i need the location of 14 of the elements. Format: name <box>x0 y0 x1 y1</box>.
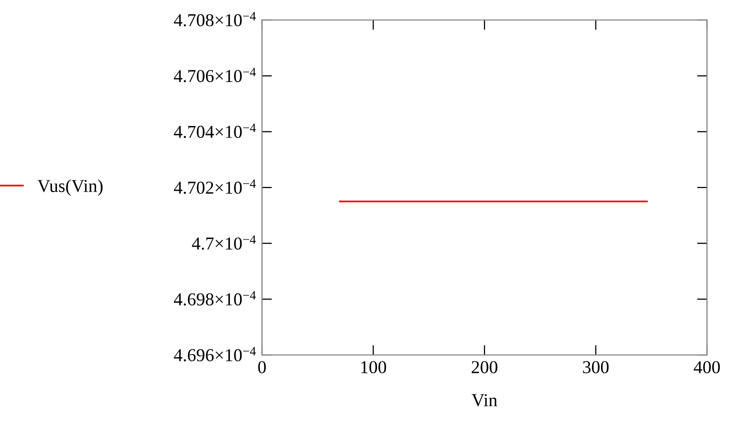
x-tick-label: 0 <box>258 361 266 374</box>
x-tick-label: 200 <box>472 361 498 374</box>
y-tick-label: 4.704×10$^{−4}$ <box>174 124 256 138</box>
y-tick-label: 4.706×10$^{−4}$ <box>174 68 256 82</box>
y-tick-label: 4.702×10$^{−4}$ <box>174 180 256 194</box>
legend-label: Vus(Vin) <box>38 179 103 196</box>
x-tick-label: 400 <box>694 361 720 374</box>
x-tick-label: 100 <box>361 361 386 374</box>
y-tick-label: 4.7×10$^{−4}$ <box>192 235 256 250</box>
y-tick-label: 4.696×10$^{−4}$ <box>174 347 256 362</box>
y-tick-label: 4.708×10$^{−4}$ <box>174 12 256 26</box>
x-axis-title: Vin <box>472 394 498 406</box>
x-tick-label: 300 <box>583 361 609 374</box>
y-tick-label: 4.698×10$^{−4}$ <box>174 291 256 306</box>
